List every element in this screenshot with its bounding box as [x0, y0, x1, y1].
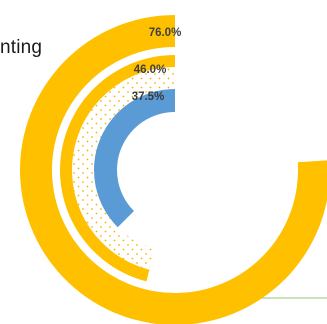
- cropped-title-text: nting: [0, 37, 43, 58]
- ring-46-bar: [60, 55, 175, 282]
- data-label-2: 46.0%: [134, 64, 167, 76]
- ring-37-5-bar: [94, 89, 175, 228]
- ring-46-dot-fill: [72, 67, 175, 270]
- data-label-1: 76.0%: [149, 27, 182, 39]
- data-label-3: 37.5%: [132, 91, 165, 103]
